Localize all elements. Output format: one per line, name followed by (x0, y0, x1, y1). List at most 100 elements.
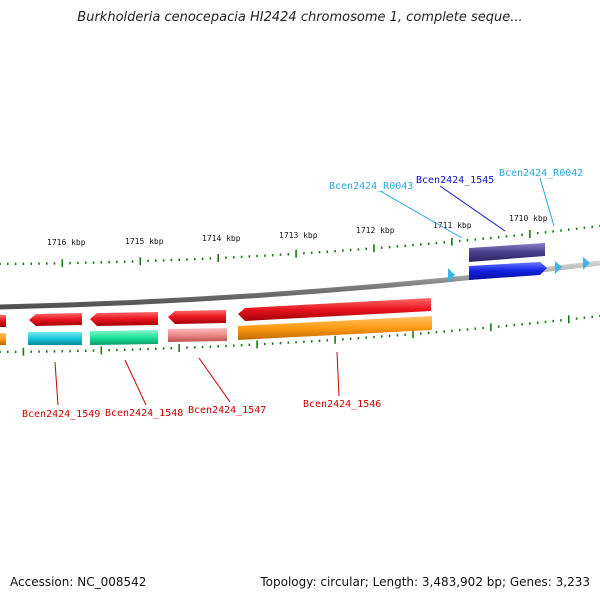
leader-gene-1547 (198, 357, 231, 403)
inner-track-major-tick (22, 347, 25, 356)
gene-1548-arrow[interactable] (90, 312, 158, 326)
outer-track-minor-tick (100, 261, 103, 264)
outer-track-minor-tick (365, 247, 367, 251)
gene-1546-group[interactable] (238, 298, 432, 340)
inner-track-minor-tick (381, 335, 383, 338)
page-title: Burkholderia cenocepacia HI2424 chromoso… (77, 10, 523, 25)
inner-track-minor-tick (466, 328, 469, 331)
inner-track-minor-tick (92, 349, 95, 352)
outer-track-major-tick (529, 230, 531, 238)
inner-track-minor-tick (521, 323, 523, 326)
outer-track-minor-tick (505, 235, 508, 238)
rna-arrow-left[interactable] (448, 268, 455, 282)
outer-track-minor-tick (77, 261, 79, 265)
outer-track-minor-tick (0, 262, 1, 266)
inner-track-major-tick (568, 315, 570, 324)
outer-track-major-tick (295, 249, 297, 258)
inner-track-minor-tick (342, 338, 344, 341)
gene-1545-group[interactable] (469, 243, 547, 280)
inner-track-minor-tick (240, 344, 243, 347)
inner-track-minor-tick (162, 347, 165, 350)
inner-track-minor-tick (497, 325, 500, 328)
inner-track-minor-tick (443, 330, 445, 333)
outer-track-minor-tick (420, 243, 422, 246)
inner-track-minor-tick (30, 350, 32, 353)
outer-track-minor-tick (240, 255, 243, 259)
label-rna-left[interactable]: Bcen2424_R0043 (329, 181, 413, 192)
inner-track-minor-tick (529, 322, 531, 325)
inner-track-minor-tick (318, 339, 321, 342)
inner-track-minor-tick (365, 336, 367, 339)
rna-arrow-right[interactable] (583, 257, 590, 270)
gene-1546-cds[interactable] (238, 316, 432, 340)
inner-track-minor-tick (279, 341, 282, 345)
inner-track-minor-tick (427, 331, 430, 334)
leader-gene-1549 (54, 361, 59, 406)
gene-1549b-cds[interactable] (28, 332, 82, 345)
rna-arrow-mid[interactable] (555, 261, 562, 274)
label-gene-1549[interactable]: Bcen2424_1549 (22, 409, 100, 420)
inner-track-minor-tick (38, 350, 40, 353)
outer-track-minor-tick (69, 261, 71, 265)
gene-1547-arrow[interactable] (168, 310, 226, 324)
outer-track-minor-tick (279, 253, 282, 256)
gene-1548-group[interactable] (90, 312, 158, 345)
inner-track-minor-tick (194, 346, 196, 349)
accession-text: Accession: NC_008542 (10, 575, 147, 589)
tick-label-1714: 1714 kbp (202, 234, 241, 243)
outer-track-minor-tick (225, 256, 227, 259)
inner-track-minor-tick (7, 350, 9, 354)
outer-track-minor-tick (404, 244, 406, 247)
inner-track-minor-tick (123, 348, 126, 351)
gene-1547-cds[interactable] (168, 328, 227, 342)
gene-1545-gene[interactable] (469, 243, 545, 262)
outer-track-minor-tick (560, 229, 562, 232)
outer-track-minor-tick (178, 258, 180, 261)
gene-1549-arrow[interactable] (0, 315, 6, 327)
outer-track-minor-tick (170, 258, 173, 262)
inner-track-minor-tick (536, 321, 539, 324)
outer-track-minor-tick (575, 227, 578, 230)
inner-track-minor-tick (116, 348, 118, 352)
inner-track-minor-tick (474, 327, 477, 330)
label-gene-1546[interactable]: Bcen2424_1546 (303, 399, 381, 410)
inner-track-minor-tick (264, 342, 266, 346)
gene-1549-group[interactable] (0, 315, 6, 345)
tick-label-1716: 1716 kbp (47, 238, 86, 247)
outer-track-minor-tick (303, 252, 305, 255)
inner-track-minor-tick (482, 326, 484, 330)
inner-track-minor-tick (233, 344, 235, 347)
inner-track-minor-tick (131, 348, 134, 351)
inner-track-minor-tick (84, 349, 87, 352)
inner-track-major-tick (178, 344, 180, 352)
outer-track-minor-tick (116, 260, 118, 264)
label-gene-1547[interactable]: Bcen2424_1547 (188, 405, 266, 416)
outer-track-minor-tick (310, 251, 313, 254)
outer-track-minor-tick (271, 254, 274, 257)
outer-track-minor-tick (38, 262, 40, 265)
inner-track-minor-tick (248, 343, 251, 346)
label-rna-right[interactable]: Bcen2424_R0042 (499, 168, 583, 179)
inner-track-minor-tick (349, 337, 352, 340)
gene-1548-cds[interactable] (90, 330, 158, 345)
inner-track-minor-tick (326, 339, 329, 342)
outer-track-minor-tick (349, 248, 352, 252)
inner-track-major-tick (100, 346, 103, 355)
outer-track-minor-tick (155, 259, 157, 262)
inner-track-minor-tick (303, 340, 305, 343)
outer-track-minor-tick (14, 262, 17, 266)
outer-track-minor-tick (209, 257, 212, 260)
gene-1549b-group[interactable] (28, 313, 82, 345)
gene-1547-group[interactable] (168, 310, 227, 342)
gene-1545-cds[interactable] (469, 262, 547, 280)
tick-label-1711: 1711 kbp (433, 221, 472, 230)
gene-1549-cds[interactable] (0, 333, 6, 345)
label-gene-1548[interactable]: Bcen2424_1548 (105, 408, 183, 419)
gene-1549b-arrow[interactable] (29, 313, 82, 326)
inner-track-minor-tick (295, 341, 297, 344)
outer-track-minor-tick (186, 258, 188, 261)
gene-1546-arrow[interactable] (238, 298, 431, 321)
label-gene-1545[interactable]: Bcen2424_1545 (416, 175, 494, 186)
inner-track-minor-tick (201, 345, 204, 349)
